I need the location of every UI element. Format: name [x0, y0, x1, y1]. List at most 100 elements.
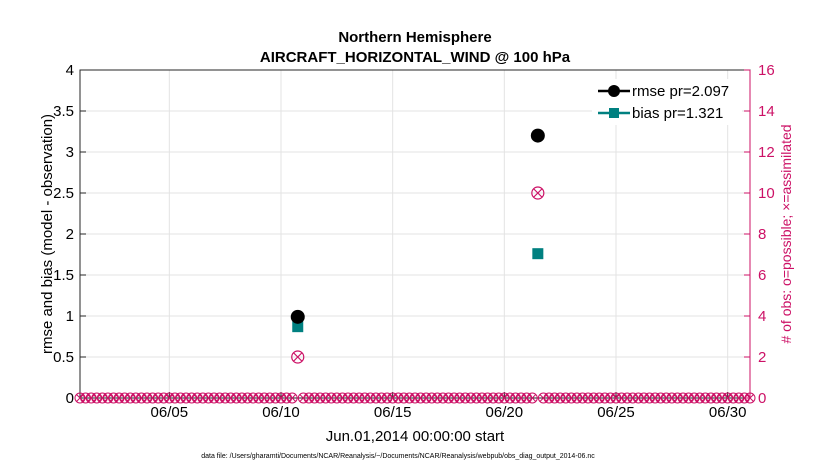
y-tick-label-left: 1.5 — [53, 267, 74, 284]
zero-obs-cross — [628, 394, 637, 402]
zero-obs-cross — [165, 394, 174, 402]
legend-label-rmse: rmse pr=2.097 — [632, 83, 729, 100]
zero-obs-cross — [545, 394, 553, 402]
chart-title-line-2: AIRCRAFT_HORIZONTAL_WIND @ 100 hPa — [260, 49, 571, 66]
zero-obs-cross — [204, 394, 213, 402]
legend-label-bias: bias pr=1.321 — [632, 105, 723, 122]
y-tick-label-left: 4 — [66, 62, 74, 79]
y-axis-right-label: # of obs: o=possible; ×=assimilated — [778, 124, 794, 343]
zero-obs-cross — [640, 394, 648, 402]
x-tick-label: 06/25 — [597, 404, 635, 421]
x-tick-label: 06/30 — [709, 404, 747, 421]
zero-obs-cross — [316, 394, 324, 402]
zero-obs-cross — [221, 394, 230, 402]
y-tick-label-left: 0.5 — [53, 349, 74, 366]
legend-marker-rmse — [608, 85, 620, 97]
zero-obs-cross — [277, 394, 285, 402]
zero-obs-cross — [238, 394, 246, 402]
zero-obs-cross — [143, 394, 151, 402]
y-tick-label-right: 12 — [758, 144, 775, 161]
zero-obs-cross — [355, 394, 364, 402]
zero-obs-cross — [282, 394, 291, 402]
zero-obs-cross — [734, 394, 743, 402]
zero-obs-cross — [517, 394, 525, 402]
zero-obs-cross — [478, 394, 486, 402]
zero-obs-cross — [109, 394, 118, 402]
x-axis-label: Jun.01,2014 00:00:00 start — [326, 428, 505, 445]
obs-assimilated-point — [532, 188, 543, 198]
rmse-point — [530, 128, 545, 143]
y-tick-label-right: 16 — [758, 62, 775, 79]
zero-obs-cross — [606, 394, 615, 402]
data-file-footnote: data file: /Users/gharamti/Documents/NCA… — [201, 453, 595, 460]
zero-obs-cross — [260, 394, 269, 402]
x-tick-label: 06/05 — [151, 404, 189, 421]
zero-obs-cross — [243, 394, 252, 402]
zero-obs-cross — [483, 394, 492, 402]
zero-obs-cross — [746, 394, 754, 402]
zero-obs-cross — [506, 394, 514, 402]
zero-obs-cross — [500, 394, 509, 402]
y-tick-label-right: 8 — [758, 226, 766, 243]
y-tick-label-left: 3 — [66, 144, 74, 161]
zero-obs-markers — [74, 392, 756, 404]
chart-title-line-1: Northern Hemisphere — [338, 29, 491, 46]
zero-obs-cross — [550, 394, 559, 402]
zero-obs-cross — [740, 394, 749, 402]
zero-obs-cross — [87, 394, 96, 402]
zero-obs-cross — [98, 394, 107, 402]
bias-point — [532, 248, 544, 260]
zero-obs-cross — [388, 394, 397, 402]
zero-obs-cross — [76, 394, 84, 402]
zero-obs-cross — [718, 394, 726, 402]
zero-obs-cross — [321, 394, 330, 402]
zero-obs-cross — [466, 394, 475, 402]
zero-obs-cross — [210, 394, 218, 402]
zero-obs-cross — [305, 394, 313, 402]
zero-obs-cross — [561, 394, 570, 402]
zero-obs-cross — [584, 394, 592, 402]
zero-obs-cross — [684, 394, 693, 402]
zero-obs-cross — [265, 394, 274, 402]
zero-obs-cross — [405, 394, 414, 402]
x-tick-label: 06/20 — [486, 404, 524, 421]
zero-obs-cross — [411, 394, 419, 402]
obs-possible-point — [531, 186, 545, 200]
zero-obs-cross — [695, 394, 704, 402]
zero-obs-cross — [226, 394, 235, 402]
zero-obs-cross — [249, 394, 257, 402]
legend: rmse pr=2.097 bias pr=1.321 — [592, 79, 742, 125]
zero-obs-cross — [556, 394, 565, 402]
zero-obs-cross — [271, 394, 280, 402]
zero-obs-cross — [198, 394, 207, 402]
zero-obs-cross — [187, 394, 196, 402]
zero-obs-cross — [679, 394, 687, 402]
obs-possible-point — [291, 350, 305, 364]
zero-obs-cross — [729, 394, 738, 402]
zero-obs-cross — [472, 394, 481, 402]
zero-obs-cross — [444, 394, 453, 402]
zero-obs-cross — [461, 394, 470, 402]
zero-obs-cross — [159, 394, 168, 402]
zero-obs-cross — [489, 394, 498, 402]
y-tick-label-left: 1 — [66, 308, 74, 325]
y-axis-left-label: rmse and bias (model - observation) — [39, 114, 56, 354]
zero-obs-cross — [455, 394, 464, 402]
zero-obs-cross — [288, 394, 297, 402]
x-axis: 06/05 06/10 06/15 06/20 06/25 06/30 — [151, 392, 747, 421]
zero-obs-cross — [539, 394, 548, 402]
zero-obs-cross — [360, 394, 369, 402]
rmse-point — [290, 309, 305, 324]
bias-point — [292, 321, 304, 333]
zero-obs-cross — [573, 394, 581, 402]
zero-obs-cross — [182, 394, 190, 402]
data-marks — [290, 128, 545, 364]
zero-obs-cross — [707, 394, 715, 402]
zero-obs-cross — [366, 394, 375, 402]
zero-obs-cross — [372, 394, 380, 402]
zero-obs-cross — [171, 394, 179, 402]
zero-obs-cross — [433, 394, 442, 402]
y-tick-label-right: 10 — [758, 185, 775, 202]
zero-obs-cross — [131, 394, 140, 402]
zero-obs-cross — [394, 394, 403, 402]
